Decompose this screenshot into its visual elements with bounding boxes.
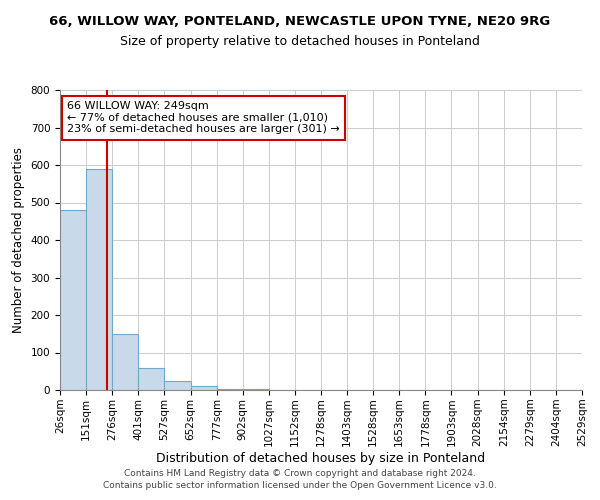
Bar: [217, 388, 242, 390]
X-axis label: Distribution of detached houses by size in Ponteland: Distribution of detached houses by size …: [157, 452, 485, 465]
Text: 66 WILLOW WAY: 249sqm
← 77% of detached houses are smaller (1,010)
23% of semi-d: 66 WILLOW WAY: 249sqm ← 77% of detached …: [67, 101, 340, 134]
Y-axis label: Number of detached properties: Number of detached properties: [12, 147, 25, 333]
Bar: [191, 386, 217, 390]
Bar: [242, 389, 269, 390]
Bar: [60, 210, 86, 390]
Text: Size of property relative to detached houses in Ponteland: Size of property relative to detached ho…: [120, 35, 480, 48]
Bar: [164, 380, 191, 390]
Bar: [86, 169, 112, 390]
Text: Contains HM Land Registry data © Crown copyright and database right 2024.
Contai: Contains HM Land Registry data © Crown c…: [103, 468, 497, 490]
Text: 66, WILLOW WAY, PONTELAND, NEWCASTLE UPON TYNE, NE20 9RG: 66, WILLOW WAY, PONTELAND, NEWCASTLE UPO…: [49, 15, 551, 28]
Bar: [112, 334, 138, 390]
Bar: [138, 368, 164, 390]
